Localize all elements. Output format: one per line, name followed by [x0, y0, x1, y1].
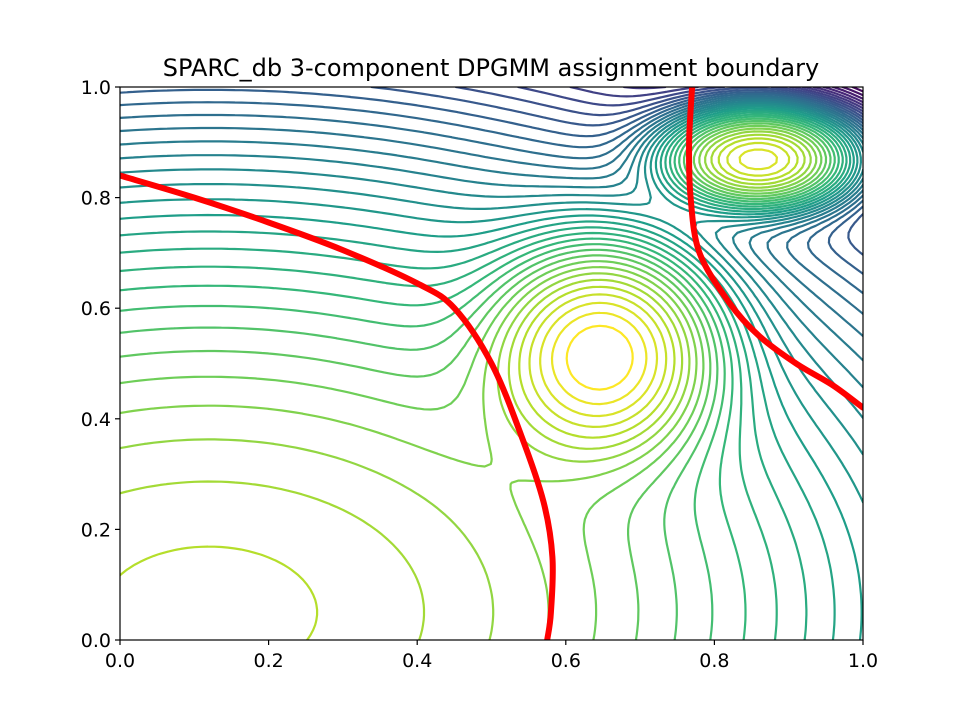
- y-tick-label: 0.2: [81, 519, 111, 541]
- contour-line: [539, 148, 778, 418]
- contour-line: [370, 87, 863, 256]
- boundary-line: [686, 87, 863, 411]
- chart-title: SPARC_db 3-component DPGMM assignment bo…: [163, 54, 819, 82]
- y-axis: 0.0 0.2 0.4 0.6 0.8 1.0: [81, 77, 120, 652]
- y-tick-label: 0.6: [81, 298, 111, 320]
- contour-line: [120, 109, 852, 640]
- y-tick-label: 0.8: [81, 188, 111, 210]
- x-tick-label: 0.4: [402, 650, 432, 672]
- contour-line: [120, 98, 863, 362]
- x-tick-label: 0.8: [699, 650, 729, 672]
- contour-line: [528, 141, 791, 428]
- y-tick-label: 0.4: [81, 409, 111, 431]
- contour-line: [120, 111, 848, 640]
- y-tick-label: 1.0: [81, 77, 111, 99]
- contour-line: [120, 102, 863, 420]
- contour-line: [120, 107, 863, 640]
- plot-frame: [119, 86, 864, 641]
- x-tick-label: 0.0: [105, 650, 135, 672]
- x-tick-label: 0.2: [253, 650, 283, 672]
- y-tick-label: 0.0: [81, 630, 111, 652]
- contour-line: [565, 324, 634, 391]
- contour-lines: [120, 87, 863, 640]
- contour-line: [550, 311, 648, 406]
- assignment-boundary: [120, 87, 863, 640]
- x-tick-label: 1.0: [848, 650, 878, 672]
- contour-line: [120, 133, 806, 640]
- contour-line: [120, 137, 799, 640]
- contour-line: [454, 87, 863, 119]
- contour-line: [120, 113, 844, 640]
- x-tick-label: 0.6: [551, 650, 581, 672]
- boundary-line: [120, 172, 556, 640]
- x-axis: 0.0 0.2 0.4 0.6 0.8 1.0: [105, 640, 878, 672]
- contour-line: [120, 117, 836, 640]
- contour-line: [120, 124, 823, 640]
